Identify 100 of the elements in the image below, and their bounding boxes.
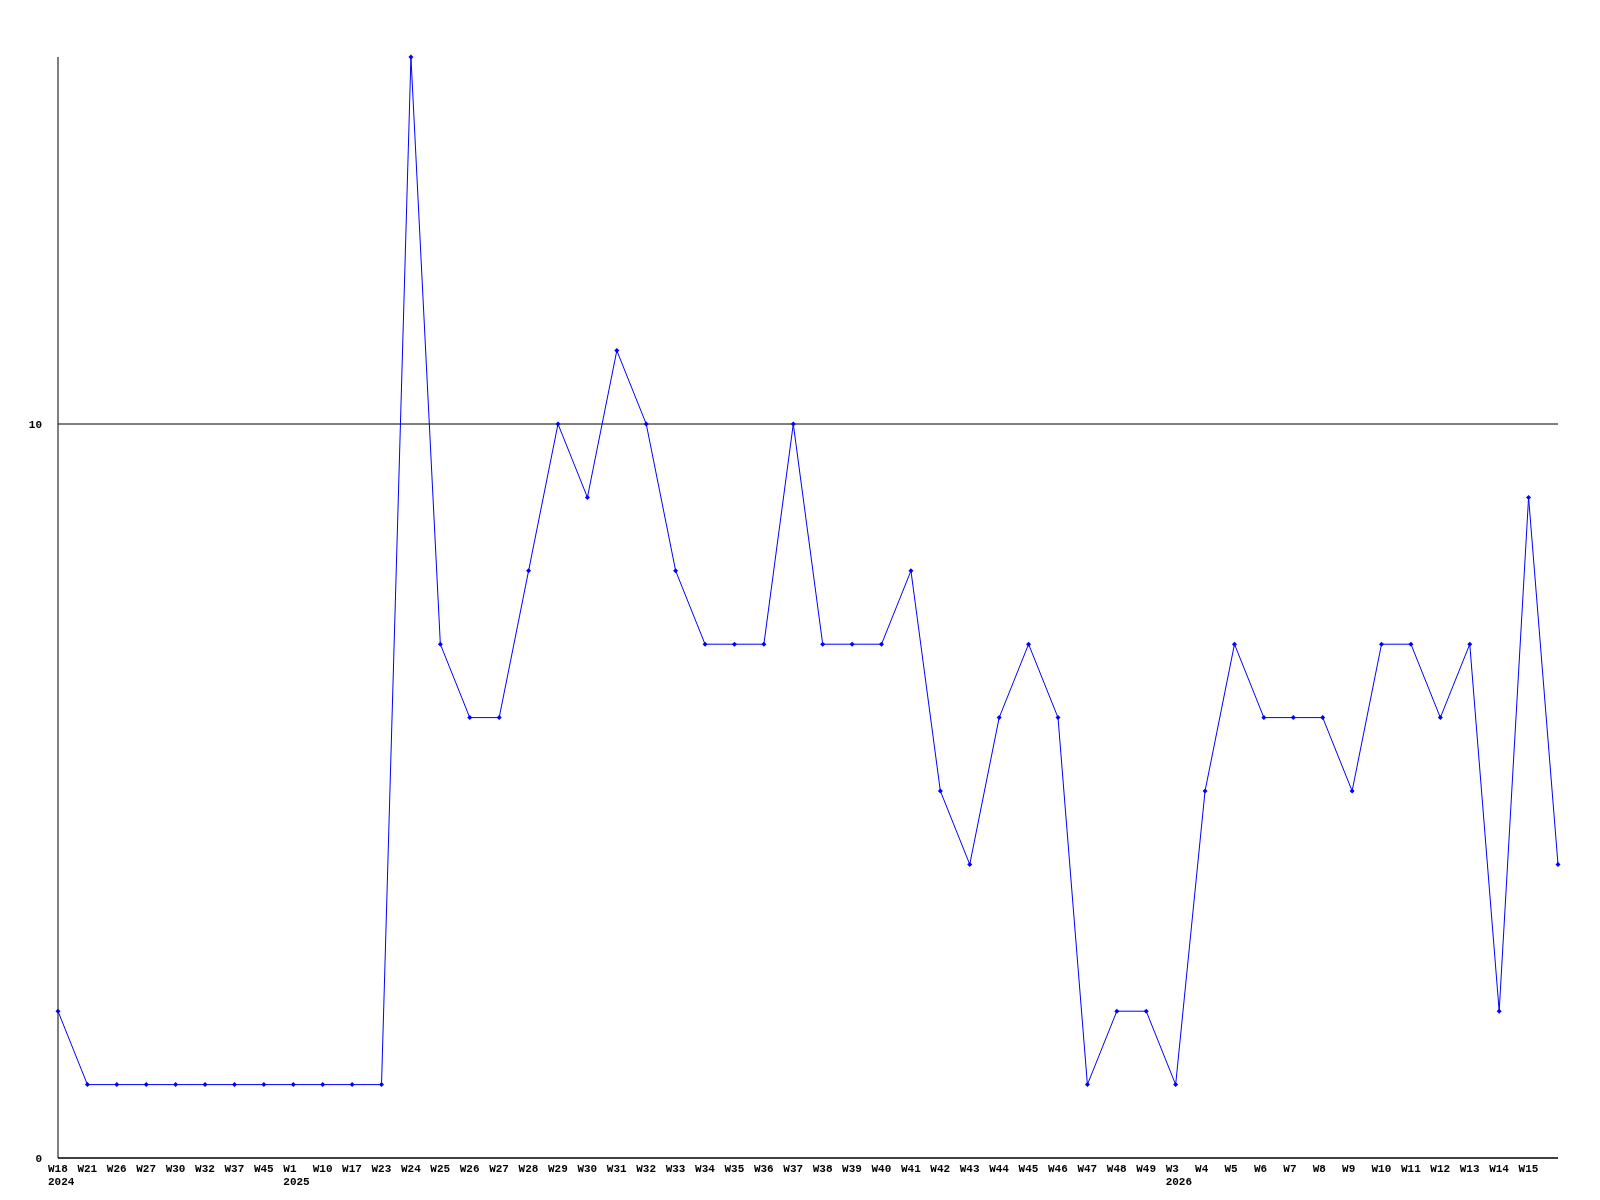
point	[849, 641, 855, 647]
point	[1408, 641, 1414, 647]
x-tick-label: W39	[842, 1163, 862, 1175]
x-tick-label: W36	[753, 1163, 774, 1175]
point	[584, 494, 590, 500]
x-tick-label: W3 2026	[1165, 1163, 1193, 1188]
point	[437, 641, 443, 647]
point	[143, 1082, 149, 1088]
x-tick-label: W4	[1195, 1163, 1209, 1175]
x-tick-label: W7	[1283, 1163, 1297, 1175]
point	[1526, 494, 1532, 500]
x-tick-label: W6	[1253, 1163, 1268, 1175]
point	[1261, 715, 1267, 721]
x-tick-label: W12	[1430, 1163, 1451, 1175]
point	[555, 421, 561, 427]
point	[1173, 1082, 1179, 1088]
x-tick-label: W34	[695, 1163, 716, 1175]
point	[614, 348, 620, 354]
x-tick-label: W14	[1489, 1163, 1510, 1175]
x-tick-label: W24	[400, 1163, 422, 1175]
point	[1114, 1008, 1120, 1014]
point	[1202, 788, 1208, 794]
point	[908, 568, 914, 574]
point	[761, 641, 767, 647]
point	[173, 1082, 179, 1088]
x-tick-label: W30	[577, 1163, 598, 1175]
x-tick-label: W30	[165, 1163, 186, 1175]
point	[231, 1082, 237, 1088]
point	[702, 641, 708, 647]
point	[1026, 641, 1032, 647]
point	[55, 1008, 61, 1014]
x-tick-label: W45	[1018, 1163, 1039, 1175]
x-tick-label: W29	[548, 1163, 568, 1175]
point	[1084, 1082, 1090, 1088]
x-tick-label: W1 2025	[283, 1163, 311, 1188]
x-tick-label: W45	[253, 1163, 275, 1175]
x-tick-label: W42	[930, 1163, 951, 1175]
x-tick-label: W13	[1459, 1163, 1480, 1175]
point	[820, 641, 826, 647]
x-tick-label: W21	[77, 1163, 98, 1175]
point	[467, 715, 473, 721]
point	[1320, 715, 1326, 721]
x-tick-label: W44	[989, 1163, 1010, 1175]
point	[526, 568, 532, 574]
point	[379, 1082, 385, 1088]
x-tick-label: W41	[900, 1163, 922, 1175]
point	[937, 788, 943, 794]
y-tick-label: 0	[35, 1152, 42, 1165]
point	[673, 568, 679, 574]
x-tick-label: W27	[136, 1163, 157, 1175]
x-tick-label: W26	[459, 1163, 480, 1175]
point	[114, 1082, 120, 1088]
x-tick-label: W5	[1224, 1163, 1239, 1175]
x-tick-label: W48	[1106, 1163, 1128, 1175]
x-tick-label: W46	[1048, 1163, 1068, 1175]
x-tick-label: W9	[1342, 1163, 1356, 1175]
point	[1496, 1008, 1502, 1014]
point	[261, 1082, 267, 1088]
point	[1555, 861, 1561, 867]
point	[643, 421, 649, 427]
x-tick-label: W8	[1312, 1163, 1327, 1175]
x-tick-label: W37	[224, 1163, 245, 1175]
point	[731, 641, 737, 647]
x-tick-label: W47	[1077, 1163, 1098, 1175]
point	[408, 54, 414, 60]
x-tick-label: W38	[812, 1163, 833, 1175]
point	[1467, 641, 1473, 647]
point	[349, 1082, 355, 1088]
x-tick-label: W32	[636, 1163, 657, 1175]
point	[290, 1082, 296, 1088]
x-tick-label: W15	[1518, 1163, 1539, 1175]
y-tick-label: 10	[28, 418, 42, 431]
x-tick-label: W18 2024	[48, 1163, 75, 1188]
point	[496, 715, 502, 721]
point	[1231, 641, 1237, 647]
x-tick-label: W40	[871, 1163, 892, 1175]
point	[1437, 715, 1443, 721]
x-tick-label: W31	[606, 1163, 628, 1175]
x-tick-label: W43	[959, 1163, 980, 1175]
x-tick-label: W35	[724, 1163, 745, 1175]
point	[790, 421, 796, 427]
x-tick-label: W25	[430, 1163, 451, 1175]
x-tick-label: W49	[1136, 1163, 1157, 1175]
x-tick-label: W27	[489, 1163, 509, 1175]
point	[320, 1082, 326, 1088]
x-tick-label: W17	[342, 1163, 362, 1175]
point	[1379, 641, 1385, 647]
x-tick-label: W11	[1400, 1163, 1422, 1175]
x-tick-label: W28	[518, 1163, 539, 1175]
point	[84, 1082, 90, 1088]
x-tick-label: W10	[1371, 1163, 1392, 1175]
point	[1143, 1008, 1149, 1014]
point	[202, 1082, 208, 1088]
point	[1349, 788, 1355, 794]
x-tick-label: W33	[665, 1163, 686, 1175]
point	[1055, 715, 1061, 721]
point	[1290, 715, 1296, 721]
x-tick-label: W10	[312, 1163, 333, 1175]
x-tick-label: W26	[106, 1163, 127, 1175]
x-tick-label: W23	[371, 1163, 392, 1175]
